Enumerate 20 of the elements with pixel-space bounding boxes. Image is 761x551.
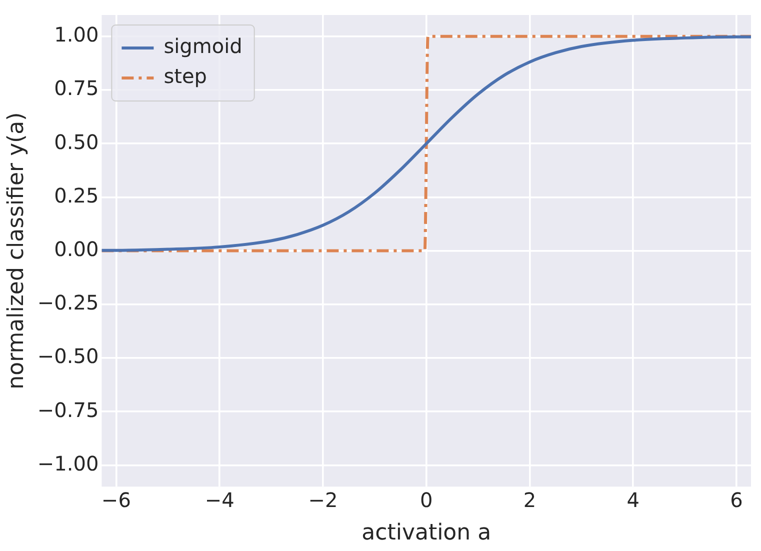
legend-label: step bbox=[164, 64, 207, 88]
y-axis-title: normalized classifier y(a) bbox=[4, 112, 29, 390]
y-tick-label: 0.00 bbox=[54, 237, 99, 262]
legend-label: sigmoid bbox=[164, 34, 242, 58]
x-axis-title: activation a bbox=[362, 520, 492, 546]
y-tick-label: −0.75 bbox=[37, 398, 99, 422]
y-tick-label: 0.50 bbox=[54, 130, 99, 154]
x-tick-label: 0 bbox=[420, 488, 433, 512]
x-tick-label: 4 bbox=[626, 488, 640, 512]
y-tick-label: 0.25 bbox=[54, 183, 99, 208]
x-tick-label: 2 bbox=[523, 488, 536, 512]
x-tick-label: −6 bbox=[101, 488, 131, 512]
y-tick-label: −0.25 bbox=[37, 290, 99, 315]
y-tick-label: −0.50 bbox=[37, 344, 99, 368]
y-tick-label: 1.00 bbox=[54, 22, 99, 47]
y-tick-label: −1.00 bbox=[37, 451, 99, 476]
x-tick-label: 6 bbox=[730, 488, 743, 512]
x-tick-label: −2 bbox=[308, 488, 338, 512]
x-tick-label: −4 bbox=[204, 488, 234, 512]
y-tick-label: 0.75 bbox=[54, 76, 99, 100]
